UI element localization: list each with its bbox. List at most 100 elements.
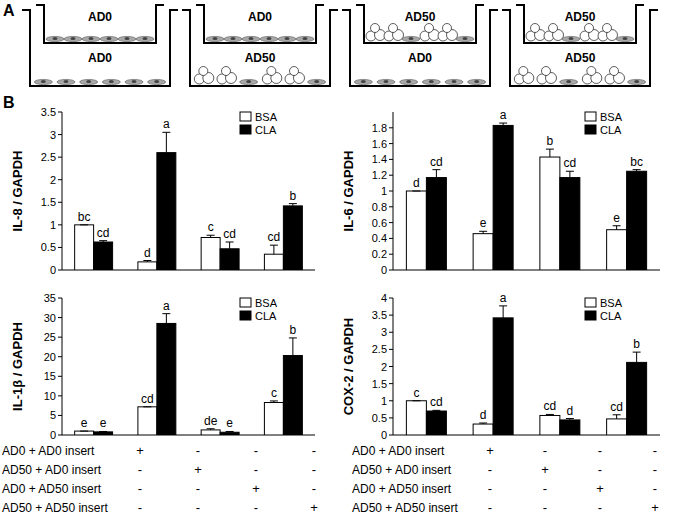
bar [540, 415, 560, 435]
condition-sign: + [596, 481, 604, 496]
condition-sign: - [653, 462, 657, 477]
error-bar [499, 306, 507, 318]
y-tick [58, 179, 62, 180]
cell [260, 36, 278, 41]
cell [125, 79, 143, 84]
y-tick-label: 1.2 [372, 169, 387, 181]
y-tick-label: 3 [50, 129, 56, 141]
significance-letter: cd [430, 395, 443, 409]
adipocyte [290, 67, 299, 76]
y-tick-label: 30 [44, 312, 56, 324]
cell [118, 36, 136, 41]
error-bar [479, 423, 487, 424]
error-bar [162, 132, 170, 152]
condition-sign: - [488, 462, 492, 477]
significance-letter: d [480, 408, 487, 422]
cell [616, 36, 634, 41]
error-bar [162, 314, 170, 324]
condition-table: AD0 + AD0 insert+---AD50 + AD0 insert-+-… [352, 443, 659, 515]
cell [562, 36, 580, 41]
condition-sign: - [254, 462, 258, 477]
bottom-label: AD50 [565, 51, 596, 65]
error-bar [633, 352, 641, 362]
y-tick-label: 3.5 [372, 309, 387, 321]
y-tick [389, 206, 393, 207]
legend-swatch [585, 298, 596, 307]
y-tick-label: 25 [44, 331, 56, 343]
cell [100, 36, 118, 41]
bar [473, 234, 493, 270]
nucleus [452, 80, 457, 83]
y-tick-label: 0.6 [372, 217, 387, 229]
transwell: AD0 AD0 [22, 5, 178, 86]
adipocyte [531, 24, 540, 33]
bottom-label: AD50 [245, 51, 276, 65]
cell [402, 36, 420, 41]
nucleus [86, 80, 91, 83]
bars [75, 132, 303, 270]
error-bar [143, 261, 151, 262]
error-bar [412, 400, 420, 401]
error-bar [289, 204, 297, 206]
nucleus [143, 37, 148, 40]
bar [540, 157, 560, 270]
nucleus [384, 80, 389, 83]
y-tick-label: 1 [381, 185, 387, 197]
nucleus [623, 37, 628, 40]
condition-sign: - [138, 500, 142, 515]
insert-label: AD50 [565, 10, 596, 24]
bar [201, 237, 220, 270]
significance-letter: cd [564, 156, 577, 170]
condition-sign: - [312, 481, 316, 496]
y-tick [389, 400, 393, 401]
significance-letter: e [613, 211, 620, 225]
significance-letter: e [100, 416, 107, 430]
well [182, 10, 338, 86]
adipocyte [389, 24, 398, 33]
error-bar [499, 123, 507, 125]
y-tick [389, 349, 393, 350]
condition-sign: - [196, 500, 200, 515]
cell [34, 79, 52, 84]
legend-swatch [585, 112, 596, 121]
y-tick-label: 1.4 [372, 153, 387, 165]
significance-letter: b [290, 323, 297, 337]
cell [628, 79, 646, 84]
y-tick [58, 224, 62, 225]
error-bar [546, 149, 554, 157]
error-bar [143, 406, 151, 407]
nucleus [634, 80, 639, 83]
y-tick-label: 0 [50, 264, 56, 276]
legend-swatch [240, 112, 251, 121]
transwell: AD0AD50 [182, 5, 338, 86]
bar [264, 403, 283, 435]
y-tick-label: 2.5 [41, 151, 56, 163]
bar [560, 178, 580, 270]
bar [493, 125, 513, 270]
significance-letter: e [226, 416, 233, 430]
insert-label: AD0 [88, 10, 112, 24]
nucleus [41, 80, 46, 83]
condition-sign: - [138, 462, 142, 477]
condition-label: AD50 + AD0 insert [352, 463, 452, 477]
y-tick-label: 20 [44, 351, 56, 363]
significance-letter: e [480, 216, 487, 230]
legend-swatch [240, 311, 251, 320]
error-bar [99, 241, 107, 242]
bar [138, 407, 157, 435]
condition-sign: - [254, 443, 258, 458]
insert [196, 5, 324, 43]
bottom-label: AD0 [88, 51, 112, 65]
figure: ABAD0AD0AD0AD50AD50AD0AD50AD5000.511.522… [0, 0, 685, 525]
bar [493, 318, 513, 435]
y-tick [389, 383, 393, 384]
nucleus [107, 37, 112, 40]
error-bar [633, 170, 641, 172]
legend-label: BSA [600, 297, 623, 309]
letters: ecddeceaeb [81, 299, 297, 431]
bar [627, 171, 647, 270]
y-axis-label: COX-2 / GAPDH [341, 318, 356, 416]
letters: cdcdcdcdadb [413, 291, 640, 422]
y-tick [58, 202, 62, 203]
y-tick [58, 415, 62, 416]
